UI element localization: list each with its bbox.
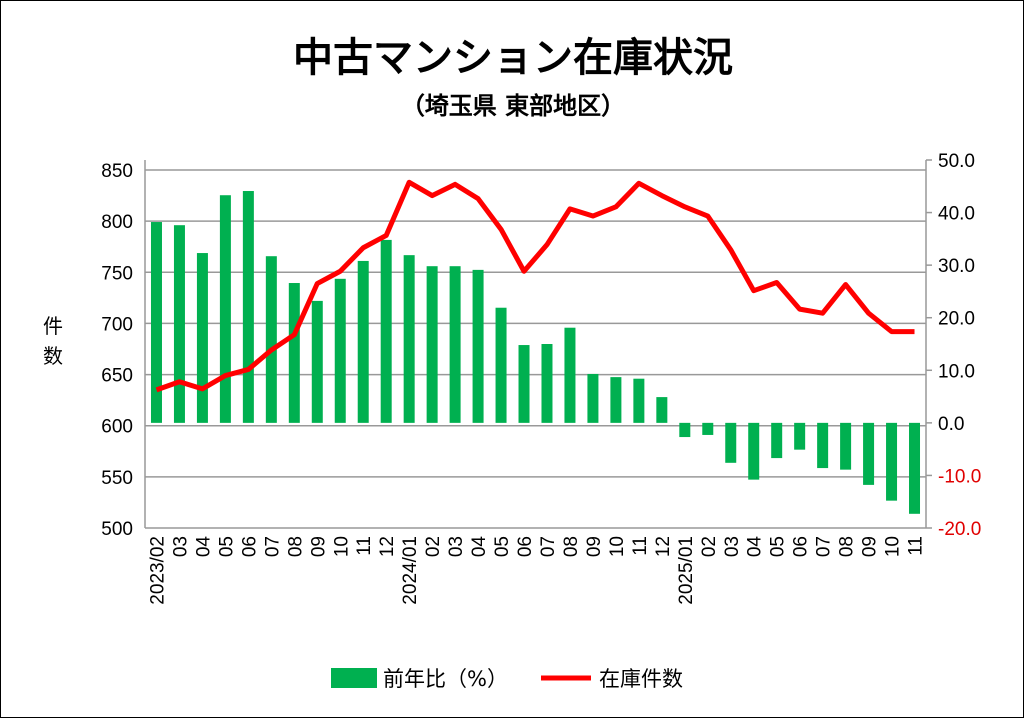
bar	[311, 300, 323, 423]
bar	[265, 256, 277, 423]
bar	[426, 266, 438, 423]
x-tick: 2025/01	[676, 536, 697, 605]
bar	[196, 253, 208, 423]
bar	[748, 422, 760, 480]
y-tick-left: 700	[101, 314, 133, 335]
line-series	[155, 179, 915, 393]
bar	[380, 239, 392, 423]
x-tick: 09	[308, 536, 329, 557]
bar	[449, 266, 461, 423]
x-tick: 03	[722, 536, 743, 557]
bar	[334, 278, 346, 423]
x-tick: 04	[193, 536, 214, 558]
y-tick-right: 30.0	[938, 256, 975, 277]
y-tick-left: 550	[101, 468, 133, 489]
bar	[150, 222, 162, 423]
x-tick: 10	[883, 536, 904, 557]
x-tick: 12	[653, 536, 674, 557]
y-tick-left: 650	[101, 366, 133, 387]
bar	[518, 345, 530, 423]
inventory-line	[155, 179, 915, 393]
x-tick: 06	[515, 536, 536, 557]
bar	[656, 397, 668, 423]
bar	[886, 422, 898, 501]
bar	[633, 378, 645, 423]
bar	[173, 225, 185, 423]
chart-title: 中古マンション在庫状況	[293, 35, 733, 81]
y-tick-right: 10.0	[938, 361, 975, 382]
x-tick: 07	[814, 536, 835, 557]
y-tick-right: 50.0	[938, 151, 975, 172]
x-tick: 11	[630, 536, 651, 556]
bar	[495, 307, 507, 423]
y-axis-label-left-char-2: 数	[43, 344, 63, 368]
x-tick: 09	[860, 536, 881, 557]
legend-swatch-bar	[331, 668, 377, 688]
y-tick-left: 800	[101, 212, 133, 233]
x-tick: 07	[262, 536, 283, 557]
legend-label-bar: 前年比（%）	[383, 667, 508, 691]
chart-subtitle: （埼玉県 東部地区）	[401, 92, 625, 120]
x-tick: 06	[791, 536, 812, 557]
x-tick: 08	[285, 536, 306, 557]
y-tick-left: 850	[101, 161, 133, 182]
y-tick-right: -20.0	[938, 519, 981, 540]
x-tick: 11	[906, 536, 927, 556]
x-tick: 04	[469, 536, 490, 558]
bar	[817, 422, 829, 469]
bar	[564, 327, 576, 423]
bar	[472, 269, 484, 423]
x-tick: 05	[768, 536, 789, 557]
x-tick: 09	[584, 536, 605, 557]
x-tick: 02	[423, 536, 444, 557]
y-tick-left: 600	[101, 417, 133, 438]
x-tick: 07	[538, 536, 559, 557]
bar	[403, 255, 415, 423]
bar	[840, 422, 852, 470]
legend-label-line: 在庫件数	[599, 667, 683, 691]
bar	[587, 373, 599, 423]
bar	[610, 377, 622, 423]
bar	[288, 283, 300, 423]
x-tick: 08	[561, 536, 582, 557]
x-tick: 05	[216, 536, 237, 557]
bar	[357, 260, 369, 423]
bar	[541, 344, 553, 423]
bar	[863, 422, 875, 485]
bar	[702, 422, 714, 435]
x-tick: 10	[331, 536, 352, 557]
y-axis-label-left-char-1: 件	[43, 314, 63, 338]
bar	[771, 422, 783, 459]
x-tick: 10	[607, 536, 628, 557]
x-tick: 2024/01	[400, 536, 421, 605]
y-tick-left: 750	[101, 263, 133, 284]
y-tick-right: 0.0	[938, 414, 964, 435]
bar	[679, 422, 691, 438]
y-tick-right: 20.0	[938, 309, 975, 330]
x-tick: 02	[699, 536, 720, 557]
axes: 850 800 750 700 650 600 550 500 50.0 40.0 30.0 20.0…	[101, 151, 981, 605]
bar	[219, 195, 231, 423]
x-tick: 06	[239, 536, 260, 557]
bar	[794, 422, 806, 450]
y-tick-left: 500	[101, 519, 133, 540]
bar	[242, 191, 254, 423]
x-tick: 03	[446, 536, 467, 557]
bar-series	[150, 191, 921, 514]
bar	[909, 422, 921, 514]
gridlines	[145, 169, 926, 478]
x-tick: 2023/02	[147, 536, 168, 605]
x-tick: 05	[492, 536, 513, 557]
x-tick: 04	[745, 536, 766, 558]
y-tick-right: 40.0	[938, 204, 975, 225]
x-tick: 11	[354, 536, 375, 556]
x-tick: 12	[377, 536, 398, 557]
x-tick: 03	[170, 536, 191, 557]
bar	[725, 422, 737, 463]
y-tick-right: -10.0	[938, 466, 981, 487]
legend: 前年比（%） 在庫件数	[331, 667, 683, 691]
x-tick: 08	[837, 536, 858, 557]
